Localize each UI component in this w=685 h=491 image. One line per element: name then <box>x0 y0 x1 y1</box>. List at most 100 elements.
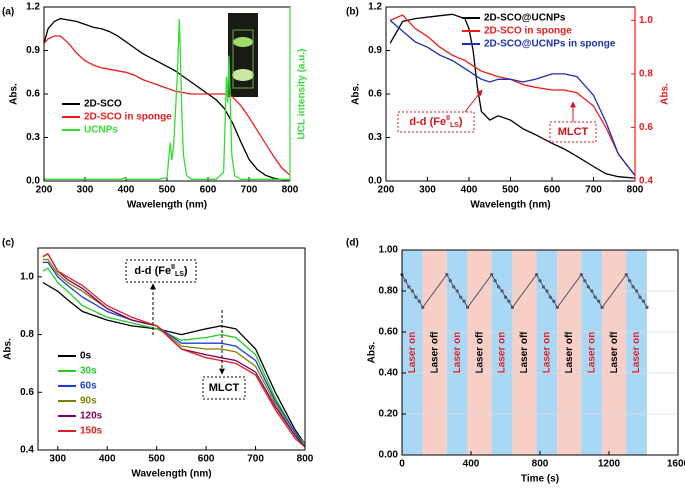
series-line <box>44 19 290 180</box>
annotation-box <box>549 121 597 143</box>
legend-label: 2D-SCO@UCNPs in sponge <box>484 39 616 50</box>
plot-frame <box>401 249 679 456</box>
y-tick-label: 1.2 <box>368 2 382 13</box>
marker <box>641 299 646 303</box>
y-tick-label: 1.2 <box>26 2 40 13</box>
y-tick-label: 0.6 <box>26 89 40 100</box>
band-label: Laser on <box>407 332 418 374</box>
marker <box>638 295 642 299</box>
marker <box>490 273 494 277</box>
series-line <box>44 35 290 176</box>
band <box>446 250 468 455</box>
marker <box>624 273 628 277</box>
marker <box>579 273 584 277</box>
annotation-part: II <box>171 264 175 271</box>
x-tick-label: 500 <box>159 185 176 196</box>
y2-axis-label: Abs. <box>660 83 671 105</box>
marker <box>593 295 597 299</box>
band-label: Laser on <box>631 332 642 374</box>
y-axis-label: Abs. <box>367 341 378 363</box>
plot-frame <box>37 247 306 451</box>
x-tick-label: 300 <box>49 454 66 465</box>
x-tick-label: 300 <box>77 185 94 196</box>
x-tick-label: 1200 <box>598 459 621 470</box>
annotation-text: d-d (FeIILS) <box>134 264 188 278</box>
x-tick-label: 600 <box>544 185 561 196</box>
legend-label: 90s <box>80 396 97 407</box>
band-label: Laser off <box>564 331 575 374</box>
x-axis-label: Wavelength (nm) <box>127 200 207 211</box>
band <box>467 250 492 455</box>
marker <box>448 279 452 283</box>
y-axis-label: Abs. <box>9 83 20 105</box>
series-line <box>42 258 305 448</box>
y-tick-label: 0.80 <box>379 286 399 297</box>
y2-tick-label: 1.0 <box>639 15 653 26</box>
panel: (a) 0.0 0.3 0.6 0.9 1.2 200 300 400 500 600 700 800 W… <box>2 2 308 211</box>
y-tick-label: 0.60 <box>379 327 399 338</box>
panel-label: (d) <box>346 238 359 249</box>
marker <box>410 289 414 293</box>
marker <box>555 305 559 309</box>
band <box>581 250 603 455</box>
inset-vial <box>232 29 254 89</box>
y-tick-label: 0.0 <box>368 176 382 187</box>
legend-label: 60s <box>80 381 97 392</box>
marker <box>548 295 552 299</box>
marker <box>407 285 411 289</box>
y-axis-label: Abs. <box>3 338 14 360</box>
annotation-part: LS <box>450 122 459 129</box>
x-axis-label: Time (s) <box>521 474 559 485</box>
annotation-part: LS <box>175 271 184 278</box>
x-tick-label: 200 <box>36 185 53 196</box>
y-tick-label: 0.0 <box>26 176 40 187</box>
marker <box>597 299 601 303</box>
annotation-part: MLCT <box>558 126 589 138</box>
band <box>422 250 447 455</box>
band <box>512 250 537 455</box>
x-tick-label: 400 <box>463 459 480 470</box>
marker <box>462 299 466 303</box>
y-tick-label: 0.9 <box>26 45 40 56</box>
panel: (d) Laser on Laser off Laser on Laser off Las… <box>346 238 685 485</box>
x-tick-label: 600 <box>200 185 217 196</box>
marker <box>459 295 463 299</box>
annotation-part: d-d (Fe <box>409 116 446 128</box>
series-line <box>389 14 635 176</box>
annotation-box <box>397 111 475 133</box>
x-tick-label: 600 <box>198 454 215 465</box>
marker <box>541 285 546 289</box>
legend-label: 2D-SCO in sponge <box>84 112 172 123</box>
y-tick-label: 1.00 <box>379 245 399 256</box>
marker <box>631 285 635 289</box>
y-tick-label: 0.8 <box>20 329 34 340</box>
legend-label: 120s <box>80 411 103 422</box>
marker <box>445 273 449 277</box>
band <box>491 250 513 455</box>
x-axis-label: Wavelength (nm) <box>131 469 211 480</box>
y-tick-label: 0.3 <box>368 132 382 143</box>
marker <box>590 289 594 293</box>
inset-photo <box>228 13 258 97</box>
series-line <box>42 282 305 445</box>
band-label: Laser off <box>474 331 485 374</box>
y2-tick-label: 0.4 <box>639 176 653 187</box>
annotation-text: d-d (FeIILS) <box>409 115 463 129</box>
marker <box>583 279 587 283</box>
x-axis-label: Wavelength (nm) <box>470 200 550 211</box>
annotation-part: MLCT <box>209 382 240 394</box>
y-tick-label: 0.3 <box>26 132 40 143</box>
marker <box>534 273 539 277</box>
legend-label: 2D-SCO@UCNPs <box>484 13 566 24</box>
band-label: Laser off <box>609 331 620 374</box>
band-label: Laser off <box>429 331 440 374</box>
marker <box>538 279 542 283</box>
marker <box>452 285 456 289</box>
band <box>557 250 582 455</box>
y-tick-label: 1.0 <box>20 271 34 282</box>
marker <box>600 305 604 309</box>
series-line <box>44 17 290 181</box>
band-label: Laser on <box>542 332 553 374</box>
x-tick-label: 700 <box>241 185 258 196</box>
